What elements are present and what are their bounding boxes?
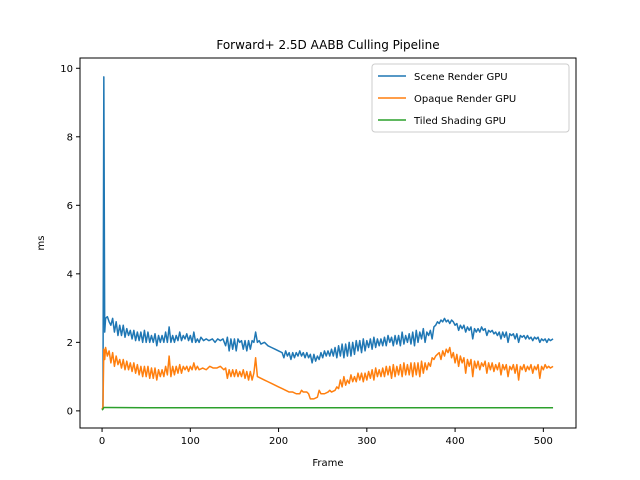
x-tick-label: 100 [181, 436, 200, 447]
series-line-tiled-shading-gpu [101, 406, 554, 411]
x-tick-label: 300 [357, 436, 376, 447]
legend-label-tiled-shading-gpu: Tiled Shading GPU [413, 116, 506, 127]
x-tick-label: 200 [269, 436, 288, 447]
plot-area [79, 57, 577, 429]
y-tick-label: 2 [67, 338, 73, 349]
x-tick-label: 500 [534, 436, 553, 447]
y-axis: 0 2 4 6 8 10 [60, 64, 80, 417]
legend-label-scene-render-gpu: Scene Render GPU [414, 72, 508, 83]
plot-frame [79, 57, 577, 429]
y-tick-label: 4 [67, 269, 73, 280]
legend-label-opaque-render-gpu: Opaque Render GPU [414, 94, 516, 105]
legend-box [371, 63, 570, 133]
chart-title: Forward+ 2.5D AABB Culling Pipeline [216, 38, 439, 52]
series-layer [101, 76, 554, 411]
y-tick-label: 8 [67, 132, 73, 143]
x-axis: 0 100 200 300 400 500 [99, 428, 553, 447]
x-axis-label: Frame [312, 458, 343, 469]
series-line-scene-render-gpu [101, 76, 554, 410]
y-tick-label: 6 [67, 201, 73, 212]
y-axis-label: ms [36, 236, 47, 251]
y-tick-label: 0 [67, 406, 73, 417]
x-tick-label: 400 [446, 436, 465, 447]
y-tick-label: 10 [60, 64, 73, 75]
series-line-opaque-render-gpu [101, 346, 554, 410]
x-tick-label: 0 [99, 436, 105, 447]
legend: Scene Render GPU Opaque Render GPU Tiled S… [371, 63, 570, 133]
